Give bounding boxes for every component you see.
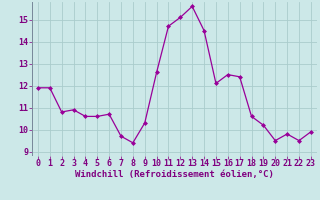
X-axis label: Windchill (Refroidissement éolien,°C): Windchill (Refroidissement éolien,°C): [75, 170, 274, 179]
